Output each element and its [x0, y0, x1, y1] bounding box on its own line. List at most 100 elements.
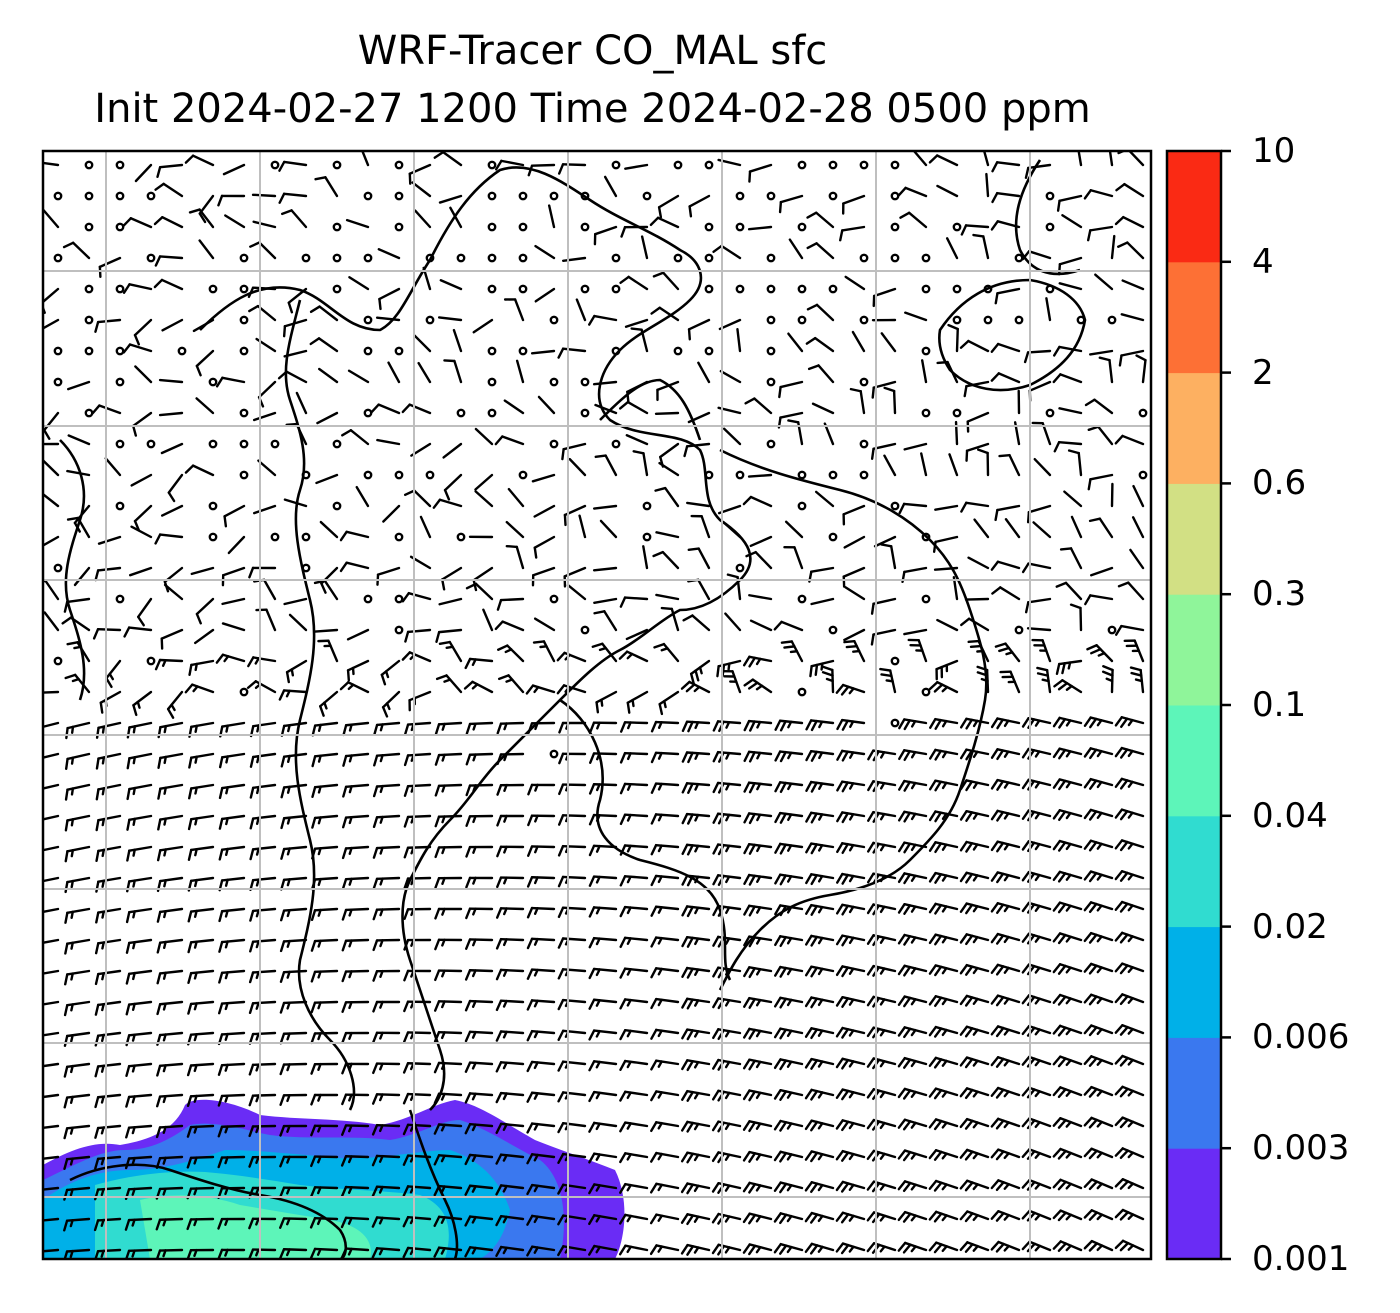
wind-barb: [495, 1030, 525, 1042]
wind-barb: [464, 1122, 494, 1135]
wind-barb: [742, 1027, 773, 1040]
wind-barb: [1084, 594, 1114, 606]
wind-barb: [959, 748, 990, 761]
wind-barb: [650, 306, 680, 322]
wind-barb: [1114, 1239, 1145, 1252]
wind-barb: [1114, 215, 1145, 229]
wind-barb: [465, 814, 494, 827]
wind-barb: [348, 276, 370, 291]
wind-barb: [898, 502, 928, 515]
wind-barb: [778, 194, 804, 214]
wind-barb: [311, 845, 339, 860]
wind-barb: [1052, 1117, 1083, 1129]
wind-barb: [805, 780, 835, 793]
wind-barb: [650, 905, 680, 917]
wind-barb: [742, 495, 773, 508]
colorbar-segment: [1167, 372, 1221, 484]
wind-barb: [844, 586, 866, 601]
wind-barb: [742, 1058, 773, 1071]
wind-barb: [188, 208, 215, 229]
wind-barb: [1129, 666, 1145, 694]
wind-barb: [311, 783, 339, 798]
wind-barb: [680, 1120, 711, 1133]
wind-barb: [218, 752, 246, 769]
calm-wind-marker: [797, 687, 807, 697]
wind-barb: [377, 248, 401, 260]
wind-barb: [279, 969, 308, 983]
wind-barb: [1056, 194, 1083, 212]
wind-barb: [804, 965, 835, 978]
wind-barb: [929, 717, 959, 730]
wind-barb: [1052, 1055, 1083, 1068]
wind-barb: [217, 194, 246, 207]
calm-wind-marker: [1014, 315, 1024, 325]
wind-barb: [419, 515, 432, 539]
calm-wind-marker: [363, 594, 373, 604]
calm-wind-marker: [797, 160, 807, 170]
wind-barb: [835, 1119, 866, 1132]
wind-barb: [773, 1119, 804, 1132]
wind-barb: [280, 783, 308, 799]
wind-barb: [280, 845, 308, 860]
wind-barb: [784, 520, 804, 539]
calm-wind-marker: [828, 160, 838, 170]
wind-barb: [249, 814, 277, 830]
calm-wind-marker: [921, 594, 931, 604]
colorbar-segment: [1167, 261, 1221, 374]
wind-barb: [43, 814, 60, 821]
calm-wind-marker: [115, 594, 125, 604]
wind-barb: [593, 597, 618, 605]
calm-wind-marker: [239, 470, 249, 480]
wind-barb: [1114, 808, 1145, 821]
wind-barb: [1021, 1117, 1052, 1130]
wind-barb: [871, 380, 897, 399]
wind-barb: [873, 535, 897, 548]
wind-barb: [346, 628, 370, 641]
wind-barb: [495, 1122, 525, 1135]
wind-barb: [373, 721, 401, 736]
map-frame: [41, 149, 1153, 1261]
wind-barb: [1083, 1085, 1114, 1098]
wind-barb: [642, 545, 649, 570]
calm-wind-marker: [890, 160, 900, 170]
wind-barb: [990, 1179, 1021, 1192]
wind-barb: [43, 1217, 60, 1222]
wind-barb: [928, 902, 959, 915]
wind-barb: [340, 1216, 370, 1229]
wind-barb: [156, 845, 184, 862]
wind-barb: [811, 402, 835, 415]
wind-barb: [130, 473, 153, 487]
wind-barb: [849, 387, 866, 415]
wind-barb: [474, 427, 494, 446]
wind-barb: [67, 434, 91, 446]
wind-barb: [495, 1215, 525, 1227]
wind-barb: [43, 411, 60, 440]
wind-barb: [1083, 901, 1114, 914]
wind-barb: [218, 783, 246, 800]
wind-barb: [1026, 504, 1052, 524]
wind-barb: [249, 938, 277, 953]
wind-barb: [835, 872, 866, 885]
wind-barb: [533, 504, 556, 518]
wind-barb: [347, 369, 370, 384]
wind-barb: [1052, 901, 1083, 914]
wind-barb: [994, 642, 1021, 663]
wind-barb: [959, 779, 990, 792]
wind-barb: [251, 193, 277, 198]
calm-wind-marker: [332, 501, 342, 511]
wind-barb: [907, 638, 928, 663]
wind-barb: [496, 752, 525, 766]
wind-barb: [866, 872, 897, 885]
wind-barb: [372, 938, 401, 952]
calm-wind-marker: [301, 253, 311, 263]
wind-barb: [198, 194, 215, 224]
wind-barb: [936, 184, 959, 198]
wind-barb: [166, 690, 184, 719]
plume-aqua: [140, 1195, 371, 1259]
wind-barb: [742, 655, 773, 668]
wind-barb: [310, 938, 339, 952]
wind-barb: [959, 963, 990, 976]
wind-barb: [990, 1148, 1021, 1161]
wind-barb: [990, 902, 1021, 915]
calm-wind-marker: [952, 315, 962, 325]
